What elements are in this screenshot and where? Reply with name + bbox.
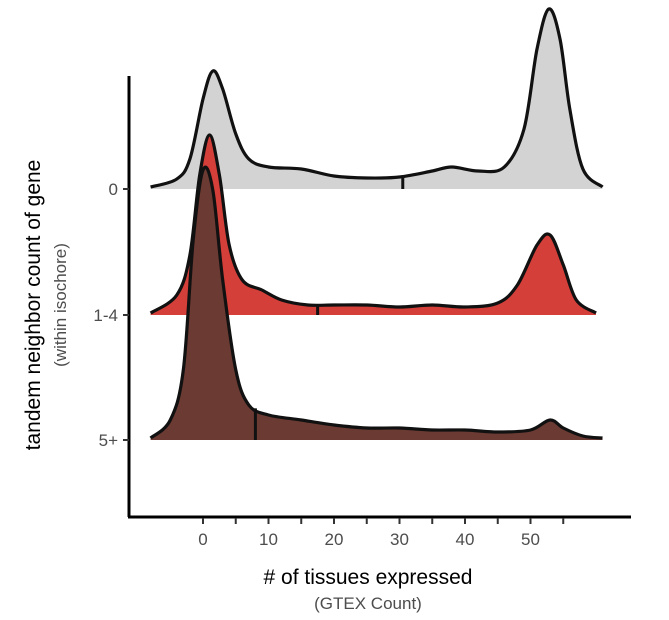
y-ticks-layer: 0 1-4 5+ [93,180,129,450]
y-tick-label: 0 [109,180,118,199]
ridge-5+ [149,165,603,440]
x-axis-title: # of tissues expressed [264,566,473,589]
density-line-0 [150,7,604,189]
x-tick-label: 50 [521,530,540,549]
density-fill-0 [150,8,603,189]
ridges-layer [149,7,604,440]
y-tick-label: 1-4 [93,306,118,325]
x-tick-label: 30 [390,530,409,549]
density-fill-5+ [150,167,603,440]
x-tick-label: 10 [259,530,278,549]
y-tick-label: 5+ [99,431,118,450]
ridge-0 [150,7,604,189]
x-tick-label: 20 [325,530,344,549]
x-axis-subtitle: (GTEX Count) [314,594,422,613]
y-axis-title: tandem neighbor count of gene [22,160,45,451]
x-ticks-layer: 0 10 20 30 40 50 [198,518,565,549]
y-axis-subtitle: (within isochore) [51,243,70,367]
density-line-5+ [149,165,603,440]
density-line-1-4 [149,133,597,315]
x-tick-label: 40 [456,530,475,549]
x-tick-label: 0 [198,530,207,549]
